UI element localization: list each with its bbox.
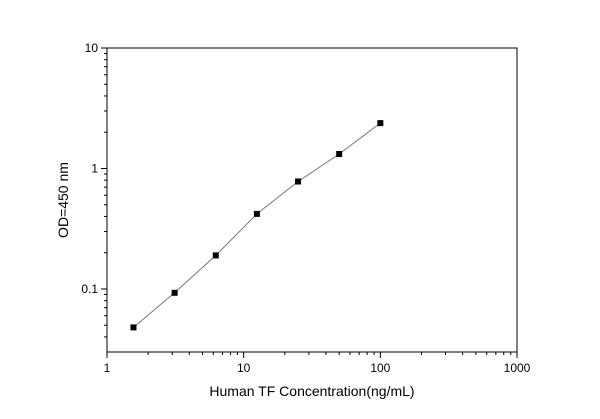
data-point <box>130 324 137 331</box>
x-tick-label: 10 <box>237 361 251 375</box>
minor-ticks <box>104 53 512 355</box>
tick-labels: 1 10 100 1000 0.1 1 10 <box>81 41 530 375</box>
y-axis-label: OD=450 nm <box>55 162 71 238</box>
series-line <box>133 122 381 328</box>
data-point <box>212 252 219 259</box>
major-ticks <box>101 47 518 358</box>
y-tick-label: 1 <box>91 161 98 175</box>
y-tick-label: 10 <box>85 41 99 55</box>
data-point <box>253 210 260 217</box>
plot-frame <box>106 47 518 353</box>
data-point <box>295 178 302 185</box>
data-point <box>336 150 343 157</box>
y-tick-label: 0.1 <box>81 282 98 296</box>
data-point <box>377 120 384 127</box>
x-axis-label: Human TF Concentration(ng/mL) <box>209 383 414 399</box>
x-tick-label: 100 <box>370 361 390 375</box>
x-tick-label: 1 <box>104 361 111 375</box>
x-tick-label: 1000 <box>504 361 531 375</box>
data-points <box>130 120 384 331</box>
data-point <box>171 289 178 296</box>
